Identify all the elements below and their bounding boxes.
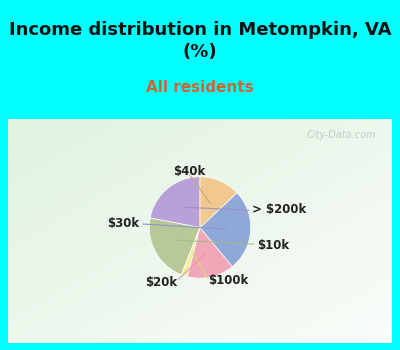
Wedge shape bbox=[200, 177, 237, 228]
Text: $40k: $40k bbox=[173, 166, 205, 178]
Wedge shape bbox=[187, 228, 232, 278]
Wedge shape bbox=[200, 193, 251, 267]
Text: $100k: $100k bbox=[208, 274, 248, 287]
Wedge shape bbox=[149, 218, 200, 275]
Text: $20k: $20k bbox=[145, 276, 177, 289]
FancyBboxPatch shape bbox=[8, 119, 392, 343]
Text: All residents: All residents bbox=[146, 80, 254, 95]
Text: $10k: $10k bbox=[257, 239, 289, 252]
Wedge shape bbox=[150, 177, 200, 228]
Text: City-Data.com: City-Data.com bbox=[307, 130, 377, 140]
Text: $30k: $30k bbox=[108, 217, 140, 230]
Text: Income distribution in Metompkin, VA
(%): Income distribution in Metompkin, VA (%) bbox=[9, 21, 391, 61]
Wedge shape bbox=[181, 228, 200, 276]
Text: > $200k: > $200k bbox=[252, 203, 306, 216]
